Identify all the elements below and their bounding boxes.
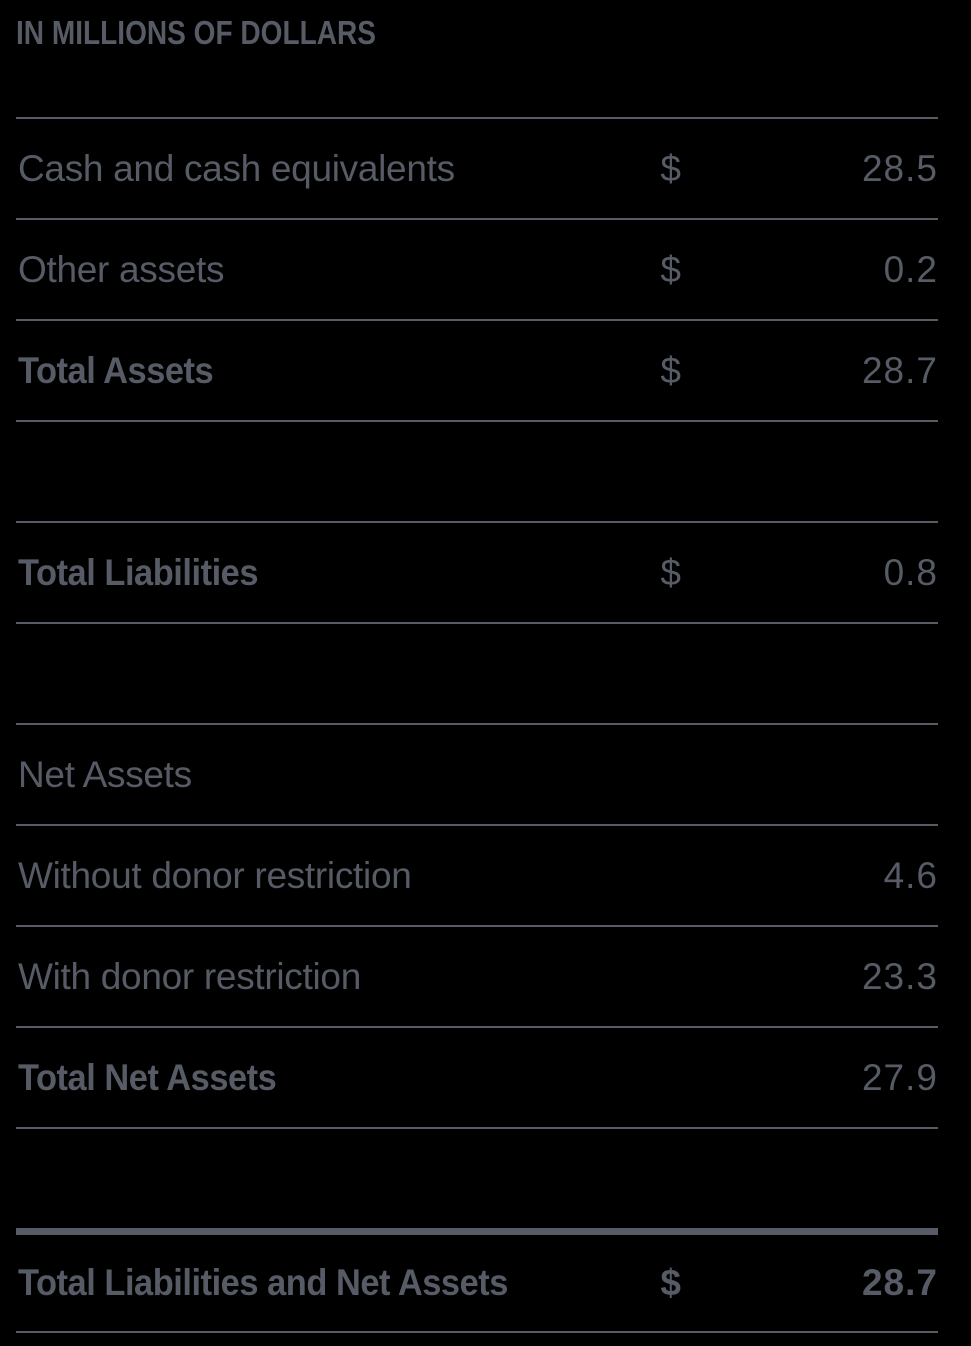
row-value: 27.9 <box>861 1056 938 1098</box>
row-label: Total Liabilities <box>18 551 259 593</box>
row-label: Cash and cash equivalents <box>18 147 455 189</box>
row-label: Without donor restriction <box>18 854 412 896</box>
table-row: Total Assets $ 28.7 <box>16 321 938 422</box>
table-row: Total Net Assets 27.9 <box>16 1028 938 1129</box>
row-value: 28.7 <box>861 349 938 391</box>
row-value: 0.8 <box>883 551 938 593</box>
row-label-cell: Total Net Assets <box>16 1057 643 1099</box>
row-currency: $ <box>660 248 681 290</box>
table-spacer-row <box>16 624 938 725</box>
financial-statement: IN MILLIONS OF DOLLARS Cash and cash equ… <box>16 0 938 1333</box>
table-row: Without donor restriction 4.6 <box>16 826 938 927</box>
row-currency: $ <box>660 147 681 189</box>
financial-table-rows: Cash and cash equivalents $ 28.5 Other a… <box>16 119 938 1333</box>
table-spacer-row <box>16 1129 938 1228</box>
row-value: 28.5 <box>861 147 938 189</box>
table-row: Other assets $ 0.2 <box>16 220 938 321</box>
table-row: Total Liabilities $ 0.8 <box>16 523 938 624</box>
row-value: 4.6 <box>883 854 938 896</box>
table-row: With donor restriction 23.3 <box>16 927 938 1028</box>
row-label: Other assets <box>18 248 225 290</box>
row-value: 0.2 <box>883 248 938 290</box>
row-label-cell: Cash and cash equivalents <box>16 148 643 190</box>
units-header-label: IN MILLIONS OF DOLLARS <box>16 14 376 51</box>
row-label-cell: Total Assets <box>16 350 643 392</box>
row-currency: $ <box>660 551 681 593</box>
row-value: 23.3 <box>861 955 938 997</box>
row-label-cell: Without donor restriction <box>16 855 643 897</box>
row-value: 28.7 <box>861 1262 938 1303</box>
table-row: Cash and cash equivalents $ 28.5 <box>16 119 938 220</box>
units-header: IN MILLIONS OF DOLLARS <box>16 0 938 119</box>
row-label: Total Liabilities and Net Assets <box>18 1262 508 1303</box>
row-currency: $ <box>660 349 681 391</box>
row-label-cell: Total Liabilities and Net Assets <box>16 1262 643 1304</box>
row-currency: $ <box>660 1262 681 1303</box>
row-label: Net Assets <box>18 753 192 795</box>
row-label: With donor restriction <box>18 955 361 997</box>
table-row: Total Liabilities and Net Assets $ 28.7 <box>16 1228 938 1333</box>
table-spacer-row <box>16 422 938 523</box>
row-label-cell: With donor restriction <box>16 956 643 998</box>
row-label-cell: Other assets <box>16 249 643 291</box>
row-label: Total Net Assets <box>18 1056 277 1098</box>
row-label-cell: Total Liabilities <box>16 552 643 594</box>
table-row: Net Assets <box>16 725 938 826</box>
row-label: Total Assets <box>18 349 214 391</box>
row-label-cell: Net Assets <box>16 754 643 796</box>
